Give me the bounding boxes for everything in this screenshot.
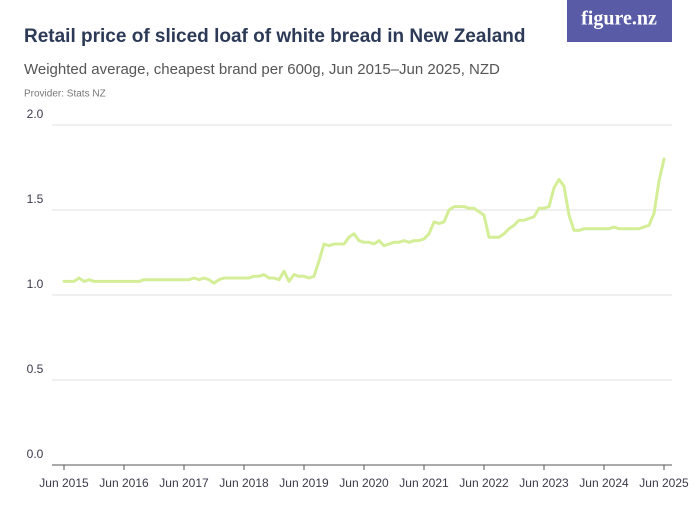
x-tick-label: Jun 2025 bbox=[639, 476, 689, 490]
x-tick-label: Jun 2015 bbox=[39, 476, 89, 490]
y-tick-label: 1.0 bbox=[27, 277, 44, 291]
y-tick-label: 1.5 bbox=[27, 192, 44, 206]
x-tick-label: Jun 2018 bbox=[219, 476, 269, 490]
y-tick-label: 2.0 bbox=[27, 107, 44, 121]
data-line bbox=[62, 157, 666, 285]
provider: Provider: Stats NZ bbox=[24, 89, 106, 100]
chart-subtitle: Weighted average, cheapest brand per 600… bbox=[24, 61, 500, 78]
logo-box[interactable] bbox=[567, 0, 672, 42]
y-tick-label: 0.0 bbox=[27, 447, 44, 461]
x-tick-label: Jun 2020 bbox=[339, 476, 389, 490]
x-tick-label: Jun 2023 bbox=[519, 476, 569, 490]
logo[interactable]: figure.nz bbox=[581, 8, 657, 30]
x-tick-label: Jun 2017 bbox=[159, 476, 209, 490]
chart-title: Retail price of sliced loaf of white bre… bbox=[24, 26, 526, 47]
x-tick-label: Jun 2016 bbox=[99, 476, 149, 490]
x-tick-label: Jun 2021 bbox=[399, 476, 449, 490]
x-tick-label: Jun 2022 bbox=[459, 476, 509, 490]
x-tick-label: Jun 2019 bbox=[279, 476, 329, 490]
x-tick-label: Jun 2024 bbox=[579, 476, 629, 490]
y-tick-label: 0.5 bbox=[27, 362, 44, 376]
